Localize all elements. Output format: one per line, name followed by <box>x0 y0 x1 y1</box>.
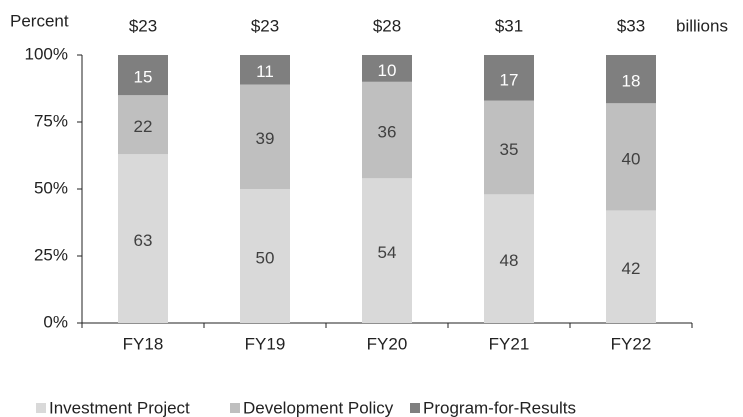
bar-segment <box>118 154 168 323</box>
y-axis-label: Percent <box>10 11 69 30</box>
segment-label: 48 <box>500 251 519 270</box>
segment-label: 40 <box>622 149 641 168</box>
totals-unit: billions <box>676 16 728 35</box>
segment-label: 10 <box>378 61 397 80</box>
x-tick-label: FY21 <box>489 334 530 353</box>
bar-segment <box>484 55 534 101</box>
segment-label: 35 <box>500 140 519 159</box>
bar-segment <box>362 55 412 82</box>
segment-label: 36 <box>378 123 397 142</box>
total-label: $23 <box>251 16 279 35</box>
x-tick-label: FY18 <box>123 334 164 353</box>
segment-label: 15 <box>134 68 153 87</box>
legend-label: Development Policy <box>243 398 394 417</box>
total-label: $33 <box>617 16 645 35</box>
bar-segment <box>362 178 412 323</box>
bar-segment <box>484 100 534 195</box>
legend-label: Investment Project <box>49 398 190 417</box>
bar-segment <box>118 95 168 155</box>
segment-label: 39 <box>256 129 275 148</box>
segment-label: 42 <box>622 259 641 278</box>
y-tick-label: 75% <box>34 111 68 130</box>
segment-label: 17 <box>500 70 519 89</box>
bar-segment <box>606 55 656 104</box>
bar-segment <box>240 189 290 323</box>
segment-label: 11 <box>256 62 274 81</box>
legend-swatch <box>230 403 240 413</box>
legend-swatch <box>410 403 420 413</box>
bar-segment <box>606 103 656 211</box>
total-label: $23 <box>129 16 157 35</box>
y-tick-label: 100% <box>25 44 68 63</box>
bar-segment <box>362 81 412 179</box>
x-tick-label: FY20 <box>367 334 408 353</box>
y-tick-label: 25% <box>34 245 68 264</box>
segment-label: 50 <box>256 248 275 267</box>
bar-segment <box>484 194 534 323</box>
segment-label: 54 <box>378 243 397 262</box>
total-label: $28 <box>373 16 401 35</box>
segment-label: 63 <box>134 231 153 250</box>
y-tick-label: 50% <box>34 178 68 197</box>
bar-segment <box>240 84 290 189</box>
x-tick-label: FY22 <box>611 334 652 353</box>
bar-segment <box>118 55 168 96</box>
x-tick-label: FY19 <box>245 334 286 353</box>
bar-segment <box>240 55 290 85</box>
legend-swatch <box>36 403 46 413</box>
total-label: $31 <box>495 16 523 35</box>
legend-label: Program-for-Results <box>423 398 576 417</box>
y-tick-label: 0% <box>43 312 68 331</box>
segment-label: 18 <box>622 72 641 91</box>
bar-segment <box>606 210 656 323</box>
segment-label: 22 <box>134 117 153 136</box>
